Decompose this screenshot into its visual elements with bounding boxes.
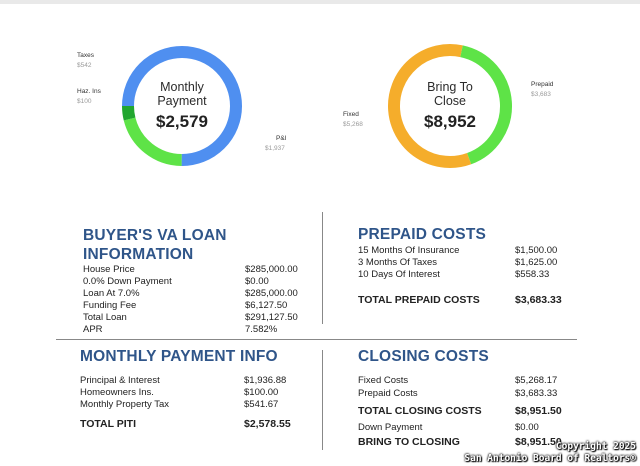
row-value: $1,936.88	[244, 375, 287, 386]
row-value: $285,000.00	[245, 264, 298, 275]
bring-to-close-title-line2: Close	[434, 94, 466, 108]
donut-slice-prepaid	[460, 45, 512, 165]
row-value: $5,268.17	[515, 375, 558, 386]
bring-to-close-slices	[388, 44, 512, 168]
buyer-loan-heading: BUYER'S VA LOAN INFORMATION	[83, 226, 227, 264]
total-label: BRING TO CLOSING	[358, 436, 460, 448]
row-label: Down Payment	[358, 422, 423, 433]
donut-slice-p-i	[122, 46, 242, 166]
row-label: APR	[83, 324, 103, 335]
vertical-divider-top	[322, 212, 323, 324]
total-label: TOTAL CLOSING COSTS	[358, 405, 482, 417]
total-value: $8,951.50	[515, 405, 562, 417]
total-value: $3,683.33	[515, 294, 562, 306]
monthly-payment-title-line2: Payment	[157, 94, 207, 108]
row-value: $558.33	[515, 269, 550, 280]
monthly-payment-info-heading: MONTHLY PAYMENT INFO	[80, 348, 278, 365]
total-value: $8,951.50	[515, 436, 562, 448]
donut-slice-taxes	[123, 117, 182, 166]
row-value: $1,625.00	[515, 257, 558, 268]
row-label: 15 Months Of Insurance	[358, 245, 460, 256]
monthly-payment-center: Monthly Payment $2,579	[132, 80, 232, 132]
prepaid-costs-heading: PREPAID COSTS	[358, 226, 487, 243]
pi-slice-value: $1,937	[265, 145, 285, 152]
horizontal-divider	[56, 339, 577, 340]
buyer-loan-heading-line2: INFORMATION	[83, 246, 194, 263]
total-label: TOTAL PITI	[80, 418, 137, 430]
row-label: Monthly Property Tax	[80, 399, 170, 410]
pi-slice-label: P&I	[276, 135, 287, 142]
total-label: TOTAL PREPAID COSTS	[358, 294, 480, 306]
vertical-divider-bottom	[322, 350, 323, 450]
monthly-payment-donut	[122, 46, 242, 166]
row-value: $3,683.33	[515, 388, 558, 399]
top-border	[0, 0, 640, 4]
row-label: Funding Fee	[83, 300, 137, 311]
row-value: $0.00	[515, 422, 539, 433]
copyright-line2: San Antonio Board of Realtors®	[464, 453, 636, 464]
prepaid-slice-label: Prepaid	[531, 81, 554, 88]
row-value: $285,000.00	[245, 288, 298, 299]
row-label: Principal & Interest	[80, 375, 160, 386]
row-label: 10 Days Of Interest	[358, 269, 440, 280]
monthly-payment-value: $2,579	[156, 112, 208, 131]
copyright-watermark: Copyright 2025 San Antonio Board of Real…	[464, 441, 636, 465]
fixed-slice-label: Fixed	[343, 111, 359, 118]
monthly-payment-slices	[122, 46, 242, 166]
donut-slice-fixed	[388, 44, 472, 168]
row-value: $100.00	[244, 387, 279, 398]
total-value: $2,578.55	[244, 418, 291, 430]
bring-to-close-center: Bring To Close $8,952	[398, 80, 502, 132]
row-value: $541.67	[244, 399, 279, 410]
monthly-payment-title-line1: Monthly	[160, 80, 204, 94]
buyer-loan-heading-line1: BUYER'S VA LOAN	[83, 227, 227, 244]
row-label: 0.0% Down Payment	[83, 276, 172, 287]
row-value: $6,127.50	[245, 300, 288, 311]
row-label: Homeowners Ins.	[80, 387, 154, 398]
haz-ins-slice-label: Haz. Ins	[77, 88, 101, 95]
row-label: Fixed Costs	[358, 375, 409, 386]
row-value: $0.00	[245, 276, 269, 287]
row-label: Loan At 7.0%	[83, 288, 140, 299]
row-label: 3 Months Of Taxes	[358, 257, 438, 268]
bring-to-close-donut	[388, 44, 512, 168]
row-label: Prepaid Costs	[358, 388, 418, 399]
donut-slice-haz-ins	[122, 105, 136, 121]
row-value: $291,127.50	[245, 312, 298, 323]
prepaid-slice-value: $3,683	[531, 91, 551, 98]
row-label: House Price	[83, 264, 135, 275]
copyright-line1: Copyright 2025	[555, 441, 636, 452]
taxes-slice-value: $542	[77, 62, 92, 69]
taxes-slice-label: Taxes	[77, 52, 94, 59]
bring-to-close-value: $8,952	[424, 112, 476, 131]
haz-ins-slice-value: $100	[77, 98, 92, 105]
bring-to-close-title-line1: Bring To	[427, 80, 473, 94]
row-value: $1,500.00	[515, 245, 558, 256]
fixed-slice-value: $5,268	[343, 121, 363, 128]
closing-costs-heading: CLOSING COSTS	[358, 348, 489, 365]
row-value: 7.582%	[245, 324, 278, 335]
row-label: Total Loan	[83, 312, 127, 323]
